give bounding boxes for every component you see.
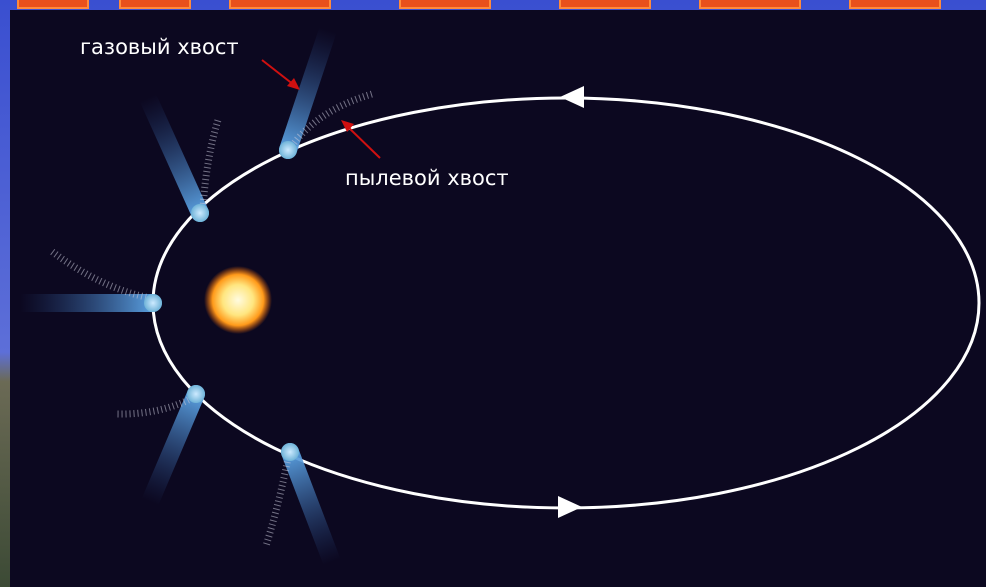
page: газовый хвост пылевой хвост (() => { con… xyxy=(0,0,986,587)
comet-head xyxy=(281,443,299,461)
diagram: газовый хвост пылевой хвост xyxy=(0,0,986,587)
sun xyxy=(204,266,272,334)
comet-head xyxy=(191,204,209,222)
comet-head xyxy=(144,294,162,312)
comet-head xyxy=(279,141,297,159)
dust-tail-label: пылевой хвост xyxy=(345,166,509,190)
gas-tail-label: газовый хвост xyxy=(80,35,239,59)
comet-head xyxy=(187,385,205,403)
